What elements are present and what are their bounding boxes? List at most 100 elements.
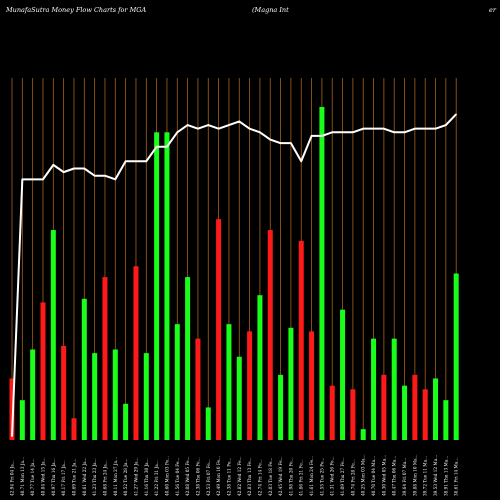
money-flow-bar xyxy=(247,331,253,440)
money-flow-bar xyxy=(453,273,459,440)
money-flow-bar xyxy=(371,338,377,440)
x-tick-label: 41.61 Mon 24 Fe... xyxy=(309,456,314,496)
x-tick-label: 40.11 Mon 27 Ja... xyxy=(113,457,118,496)
money-flow-bar xyxy=(102,277,108,440)
line-point xyxy=(207,124,209,126)
money-flow-bar xyxy=(381,374,387,440)
money-flow-bar xyxy=(112,349,118,440)
money-flow-bar xyxy=(236,356,242,440)
company-name: (Magna Int xyxy=(252,6,289,14)
money-flow-bar xyxy=(174,324,180,440)
money-flow-bar xyxy=(30,349,36,440)
line-point xyxy=(83,167,85,170)
x-tick-label: 40.69 Tue 21 Ja... xyxy=(71,459,76,496)
x-tick-label: 42.94 Fri 04 Ja... xyxy=(10,460,15,496)
x-tick-label: 39.72 Tue 11 Ma... xyxy=(423,456,428,496)
money-flow-bar xyxy=(443,400,449,440)
money-flow-bar xyxy=(71,418,77,440)
x-tick-label: 38.61 Fri 14 Ma... xyxy=(454,458,459,496)
x-tick-label: 40.84 Wed 15 Ja... xyxy=(40,457,45,496)
x-tick-label: 40.70 Tue 04 Ma... xyxy=(371,456,376,496)
line-point xyxy=(445,124,447,126)
x-tick-label: 40.74 Fri 28 Fe... xyxy=(350,459,355,496)
line-point xyxy=(42,178,44,180)
x-tick-label: 41.86 Fri 21 Fe... xyxy=(299,459,304,496)
money-flow-bar xyxy=(164,132,170,441)
line-point xyxy=(310,135,313,137)
line-point xyxy=(434,128,437,130)
money-flow-bar xyxy=(412,374,418,440)
line-point xyxy=(372,128,375,130)
money-flow-bar xyxy=(278,374,284,440)
x-tick-label: 40.61 Wed 22 Ja... xyxy=(82,457,87,496)
line-point xyxy=(269,138,271,141)
x-tick-label: 40.17 Fri 17 Ja... xyxy=(61,460,66,496)
money-flow-bar xyxy=(329,385,335,440)
x-tick-label: 41.27 Wed 29 Ja... xyxy=(133,457,138,496)
x-tick-label: 40.77 Tue 14 Ja... xyxy=(30,459,35,496)
x-tick-label: 41.55 Tue 25 Fe... xyxy=(319,458,324,496)
money-flow-line-group xyxy=(11,113,457,437)
line-point xyxy=(259,131,261,133)
money-flow-bar xyxy=(123,403,129,440)
bars xyxy=(9,106,459,441)
money-flow-bar xyxy=(195,338,201,440)
x-tick-label: 42.49 Mon 10 Fe... xyxy=(216,456,221,496)
line-point xyxy=(52,164,54,166)
line-point xyxy=(321,135,323,137)
x-tick-label: 42.03 Tue 18 Fe... xyxy=(268,458,273,496)
money-flow-bar xyxy=(92,353,98,440)
x-tick-label: 41.16 Thu 30 Ja... xyxy=(144,458,149,496)
x-tick-label: 42.45 Wed 19 Fe... xyxy=(278,456,283,496)
line-point xyxy=(166,146,168,148)
x-tick-label: 40.68 Fri 24 Ja... xyxy=(102,460,107,496)
x-tick-label: 42.08 Wed 05 Fe... xyxy=(185,456,190,496)
chart-title: MunafaSutra Money Flow Charts for MGA xyxy=(5,6,146,14)
line-point xyxy=(279,142,282,144)
x-tick-label: 41.09 Thu 27 Fe... xyxy=(340,457,345,496)
money-flow-bar xyxy=(133,266,139,440)
money-flow-bar xyxy=(50,230,56,440)
x-tick-label: 42.82 Wed 12 Fe... xyxy=(237,456,242,496)
money-flow-bar xyxy=(267,230,273,440)
money-flow-bar xyxy=(154,132,160,441)
money-flow-bar xyxy=(340,309,346,440)
money-flow-bar xyxy=(205,407,211,440)
x-tick-label: 40.52 Tue 28 Ja... xyxy=(123,459,128,496)
money-flow-bar xyxy=(9,378,15,440)
x-tick-label: 40.71 Mon 13 Ja... xyxy=(20,457,25,496)
line-point xyxy=(125,160,127,162)
x-tick-label: 41.22 Fri 31 Ja... xyxy=(154,460,159,496)
line-point xyxy=(393,131,395,133)
line-point xyxy=(145,160,147,162)
line-point xyxy=(300,160,302,162)
line-point xyxy=(352,131,354,133)
line-point xyxy=(73,167,75,170)
money-flow-bar xyxy=(433,378,439,440)
money-flow-bar xyxy=(350,389,356,440)
line-point xyxy=(11,435,13,437)
x-tick-label: 39.64 Fri 07 Ma... xyxy=(402,458,407,496)
money-flow-bar xyxy=(81,298,87,440)
money-flow-bar xyxy=(319,106,325,441)
line-point xyxy=(32,178,34,180)
line-point xyxy=(21,178,23,180)
money-flow-bar xyxy=(402,385,408,440)
x-tick-labels: 42.94 Fri 04 Ja... 40.71 Mon 13 Ja... 40.7… xyxy=(10,454,459,496)
money-flow-bar xyxy=(257,295,263,440)
money-flow-bar xyxy=(360,429,366,440)
line-point xyxy=(455,113,457,115)
line-point xyxy=(238,120,240,123)
line-point xyxy=(176,131,178,133)
line-point xyxy=(197,128,199,130)
x-tick-label: 41.98 Thu 20 Fe... xyxy=(288,457,293,496)
line-point xyxy=(63,171,65,173)
x-tick-label: 41.56 Tue 04 Fe... xyxy=(175,458,180,496)
line-point xyxy=(94,175,96,177)
money-flow-bar xyxy=(61,345,67,440)
line-point xyxy=(228,124,230,126)
x-tick-label: 40.25 Mon 03 Ma... xyxy=(361,454,366,496)
line-point xyxy=(341,131,344,133)
money-flow-bar xyxy=(226,324,232,440)
